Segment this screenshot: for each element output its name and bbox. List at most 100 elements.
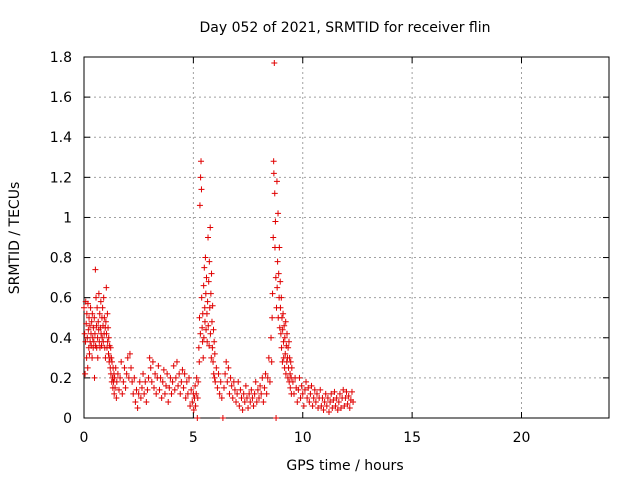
- data-point: [268, 334, 275, 341]
- data-point: [86, 350, 93, 357]
- data-point: [193, 374, 200, 381]
- data-point: [92, 266, 99, 273]
- data-point: [211, 338, 218, 345]
- data-point: [311, 386, 318, 393]
- data-point: [176, 370, 183, 377]
- data-point: [107, 344, 114, 351]
- data-point: [211, 350, 218, 357]
- data-point: [83, 354, 90, 361]
- data-point: [199, 324, 206, 331]
- data-point: [90, 324, 97, 331]
- data-point: [140, 370, 147, 377]
- y-tick-label: 0.8: [50, 251, 72, 267]
- data-point: [228, 382, 235, 389]
- data-point: [124, 354, 131, 361]
- ticks: [83, 56, 609, 419]
- data-point: [192, 402, 199, 409]
- data-point: [91, 330, 98, 337]
- data-point: [205, 234, 212, 241]
- data-point: [247, 398, 254, 405]
- data-point: [277, 304, 284, 311]
- data-point: [195, 344, 202, 351]
- data-point: [192, 382, 199, 389]
- data-point: [111, 390, 118, 397]
- data-point: [343, 388, 350, 395]
- data-point: [181, 370, 188, 377]
- data-point: [301, 386, 308, 393]
- plot-frame: [83, 56, 610, 419]
- data-point: [85, 326, 92, 333]
- data-point: [200, 334, 207, 341]
- data-point: [257, 382, 264, 389]
- data-point: [102, 318, 109, 325]
- data-point: [138, 384, 145, 391]
- data-point: [167, 374, 174, 381]
- data-point: [86, 322, 93, 329]
- data-point: [245, 404, 252, 411]
- data-point: [194, 394, 201, 401]
- data-point: [281, 334, 288, 341]
- data-point: [151, 384, 157, 391]
- data-point: [84, 300, 91, 307]
- data-point: [265, 354, 272, 361]
- data-point: [109, 358, 115, 365]
- data-point: [175, 382, 182, 389]
- data-point: [197, 330, 204, 337]
- data-points: [81, 60, 357, 421]
- data-point: [111, 374, 118, 381]
- data-point: [84, 364, 91, 371]
- data-point: [322, 390, 329, 397]
- x-tick-label: 20: [513, 430, 531, 446]
- data-point: [204, 298, 211, 305]
- data-point: [134, 404, 141, 411]
- data-point: [193, 390, 200, 397]
- data-point: [131, 374, 138, 381]
- data-point: [271, 190, 278, 197]
- data-point: [182, 394, 189, 401]
- data-point: [155, 362, 162, 369]
- data-point: [209, 302, 216, 309]
- data-point: [259, 374, 266, 381]
- data-point: [278, 294, 285, 301]
- data-point: [117, 374, 124, 381]
- data-point: [103, 330, 110, 337]
- data-point: [270, 234, 277, 241]
- data-point: [201, 318, 208, 325]
- data-point: [213, 364, 220, 371]
- data-point: [250, 402, 257, 409]
- data-point: [270, 158, 277, 165]
- data-point: [145, 374, 152, 381]
- data-point: [177, 390, 184, 397]
- data-point: [237, 386, 244, 393]
- data-point: [143, 398, 150, 405]
- data-point: [203, 326, 210, 333]
- data-point: [204, 338, 211, 345]
- y-tick-label: 1.2: [50, 170, 72, 186]
- data-point: [289, 378, 296, 385]
- data-point: [97, 298, 104, 305]
- data-point: [281, 322, 288, 329]
- data-point: [172, 374, 179, 381]
- data-point: [152, 370, 159, 377]
- data-point: [161, 390, 168, 397]
- data-point: [346, 404, 353, 411]
- data-point: [216, 390, 223, 397]
- data-point: [249, 394, 256, 401]
- data-point: [125, 374, 132, 381]
- data-point: [231, 386, 238, 393]
- data-point: [333, 394, 340, 401]
- data-point: [166, 384, 173, 391]
- data-point: [89, 354, 96, 361]
- data-point: [288, 364, 295, 371]
- data-point: [105, 350, 112, 357]
- data-point: [202, 254, 209, 261]
- data-point: [296, 374, 303, 381]
- data-point: [206, 258, 213, 265]
- data-point: [89, 310, 96, 317]
- x-tick-label: 10: [294, 430, 312, 446]
- data-point: [264, 374, 271, 381]
- data-point: [344, 400, 351, 407]
- data-point: [201, 264, 208, 271]
- data-point: [128, 364, 135, 371]
